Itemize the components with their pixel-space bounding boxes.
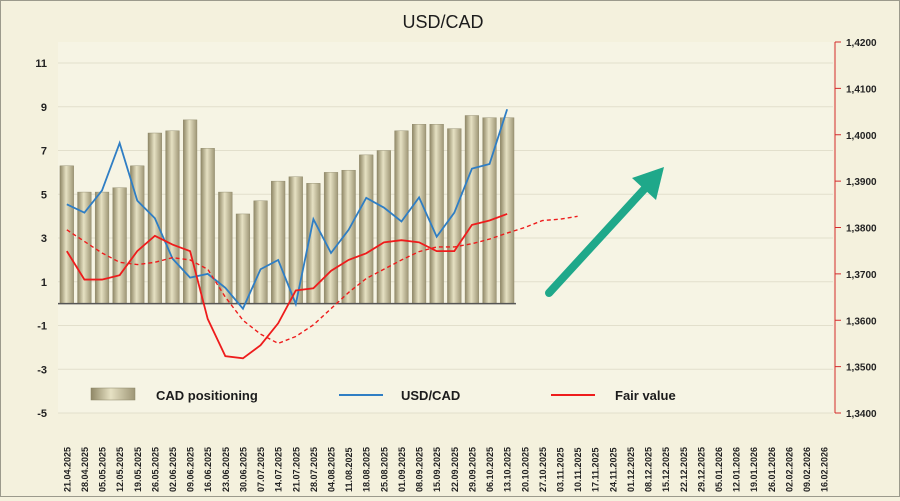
x-tick-label: 21.04.2025 [62,447,72,492]
x-tick-label: 14.07.2025 [274,447,284,492]
bar-cad-positioning [94,191,110,304]
x-tick-label: 15.12.2025 [661,447,671,492]
right-tick-label: 1,4000 [846,131,877,142]
x-tick-label: 16.06.2025 [203,447,213,492]
x-tick-label: 11.08.2025 [344,447,354,492]
x-tick-label: 09.02.2026 [802,447,812,492]
x-tick-label: 01.09.2025 [397,447,407,492]
bar-cad-positioning [112,187,127,304]
right-tick-label: 1,3700 [846,270,877,281]
x-tick-label: 08.09.2025 [415,447,425,492]
x-tick-label: 04.08.2025 [327,447,337,492]
x-tick-label: 13.10.2025 [503,447,513,492]
legend-label: CAD positioning [156,388,258,403]
x-tick-label: 29.12.2025 [696,447,706,492]
x-tick-label: 22.12.2025 [679,447,689,492]
bar-cad-positioning [59,165,74,304]
series-line-fair-value [66,213,508,360]
x-tick-label: 29.09.2025 [467,447,477,492]
x-tick-label: 02.02.2026 [784,447,794,492]
right-tick-label: 1,3500 [846,363,877,374]
x-tick-label: 10.11.2025 [573,447,583,492]
x-tick-label: 02.06.2025 [168,447,178,492]
bar-cad-positioning [376,150,391,304]
x-tick-label: 26.05.2025 [150,447,160,492]
left-tick-label: 1 [41,277,47,289]
x-tick-label: 19.01.2026 [749,447,759,492]
left-tick-label: 3 [41,233,47,245]
bar-cad-positioning [464,115,479,304]
left-tick-label: 7 [41,146,47,158]
bar-cad-positioning [359,154,374,304]
bar-cad-positioning [253,200,268,304]
x-tick-label: 16.02.2026 [820,447,830,492]
bar-cad-positioning [429,124,444,304]
bar-cad-positioning [500,117,515,304]
legend-label: USD/CAD [401,388,460,403]
bar-cad-positioning [271,180,286,304]
x-tick-label: 20.10.2025 [520,447,530,492]
x-tick-label: 12.05.2025 [115,447,125,492]
left-tick-label: -3 [37,364,47,376]
x-tick-label: 18.08.2025 [362,447,372,492]
x-tick-label: 17.11.2025 [591,447,601,492]
left-tick-label: -1 [37,321,47,333]
green-arrow-icon [545,180,653,297]
x-tick-label: 21.07.2025 [291,447,301,492]
x-tick-label: 19.05.2025 [133,447,143,492]
x-tick-label: 23.06.2025 [221,447,231,492]
right-tick-label: 1,3600 [846,316,877,327]
left-tick-label: 9 [41,102,47,114]
bar-cad-positioning [412,124,427,304]
bar-cad-positioning [200,148,215,304]
right-tick-label: 1,3900 [846,177,877,188]
bar-cad-positioning [447,128,462,304]
right-tick-label: 1,3400 [846,409,877,420]
x-tick-label: 09.06.2025 [186,447,196,492]
x-tick-label: 22.09.2025 [450,447,460,492]
bar-cad-positioning [235,213,251,304]
x-tick-label: 28.07.2025 [309,447,319,492]
x-tick-label: 06.10.2025 [485,447,495,492]
bar-cad-positioning [77,191,92,304]
x-tick-label: 24.11.2025 [608,447,618,492]
x-tick-label: 28.04.2025 [80,447,90,492]
chart-title: USD/CAD [402,12,483,32]
x-tick-label: 15.09.2025 [432,447,442,492]
x-tick-label: 25.08.2025 [379,447,389,492]
x-tick-label: 07.07.2025 [256,447,266,492]
x-tick-label: 08.12.2025 [644,447,654,492]
x-tick-label: 05.01.2026 [714,447,724,492]
bar-cad-positioning [482,117,497,304]
series-line-fair-value-forecast [66,215,578,345]
x-tick-label: 12.01.2026 [732,447,742,492]
x-tick-label: 05.05.2025 [98,447,108,492]
legend-label: Fair value [615,388,676,403]
bar-cad-positioning [323,172,339,304]
x-tick-label: 26.01.2026 [767,447,777,492]
bar-cad-positioning [165,130,180,304]
x-tick-label: 01.12.2025 [626,447,636,492]
right-tick-label: 1,3800 [846,224,877,235]
right-tick-label: 1,4100 [846,84,877,95]
right-tick-label: 1,4200 [846,38,877,49]
x-tick-label: 30.06.2025 [238,447,248,492]
left-tick-label: 5 [41,189,47,201]
series-line-usdcad [66,108,509,311]
green-arrow-head-icon [632,167,664,200]
left-tick-label: 11 [35,58,47,70]
legend-swatch-cad-positioning [90,387,136,401]
x-tick-label: 27.10.2025 [538,447,548,492]
left-tick-label: -5 [37,408,47,420]
x-tick-label: 03.11.2025 [555,447,565,492]
